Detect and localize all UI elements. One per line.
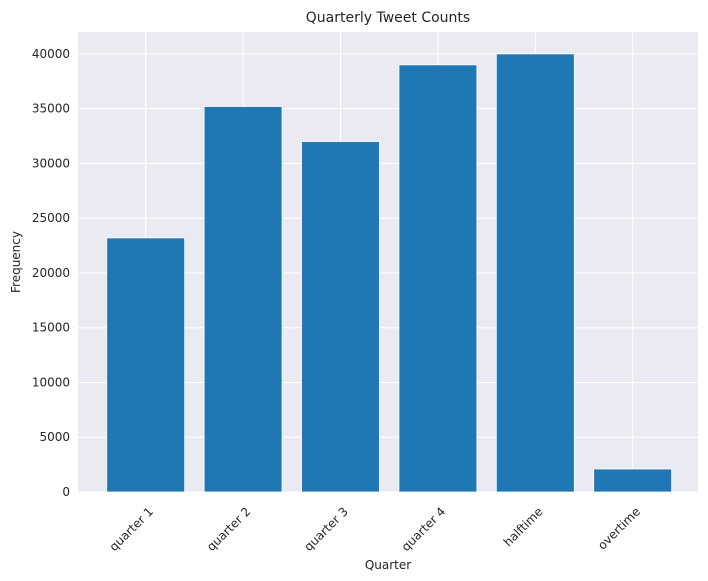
x-axis: quarter 1 quarter 2 quarter 3 quarter 4 half… [107, 504, 643, 553]
x-tick-label: quarter 4 [399, 504, 448, 553]
x-tick-label: quarter 1 [107, 504, 156, 553]
x-tick-label: quarter 3 [301, 504, 350, 553]
y-tick-label: 40000 [32, 47, 70, 61]
x-axis-label: Quarter [365, 558, 411, 572]
bar-halftime [495, 53, 575, 493]
y-tick-label: 0 [62, 485, 70, 499]
bar-quarter-3 [301, 141, 380, 493]
x-tick-label: quarter 2 [204, 504, 253, 553]
y-tick-label: 5000 [39, 430, 70, 444]
y-tick-label: 25000 [32, 211, 70, 225]
x-tick-label: overtime [595, 504, 643, 552]
bar-quarter-1 [106, 237, 186, 493]
y-tick-label: 20000 [32, 266, 70, 280]
bars [106, 53, 673, 493]
y-tick-label: 10000 [32, 375, 70, 389]
y-tick-label: 15000 [32, 321, 70, 335]
y-tick-label: 35000 [32, 102, 70, 116]
x-tick-label: halftime [501, 504, 546, 549]
chart-title: Quarterly Tweet Counts [306, 10, 470, 26]
bar-overtime [593, 468, 673, 493]
y-tick-label: 30000 [32, 156, 70, 170]
y-axis: 0 5000 10000 15000 20000 25000 30000 35000 40000 [32, 47, 70, 499]
bar-quarter-4 [398, 64, 478, 493]
bar-quarter-2 [203, 106, 283, 493]
y-axis-label: Frequency [9, 231, 23, 293]
